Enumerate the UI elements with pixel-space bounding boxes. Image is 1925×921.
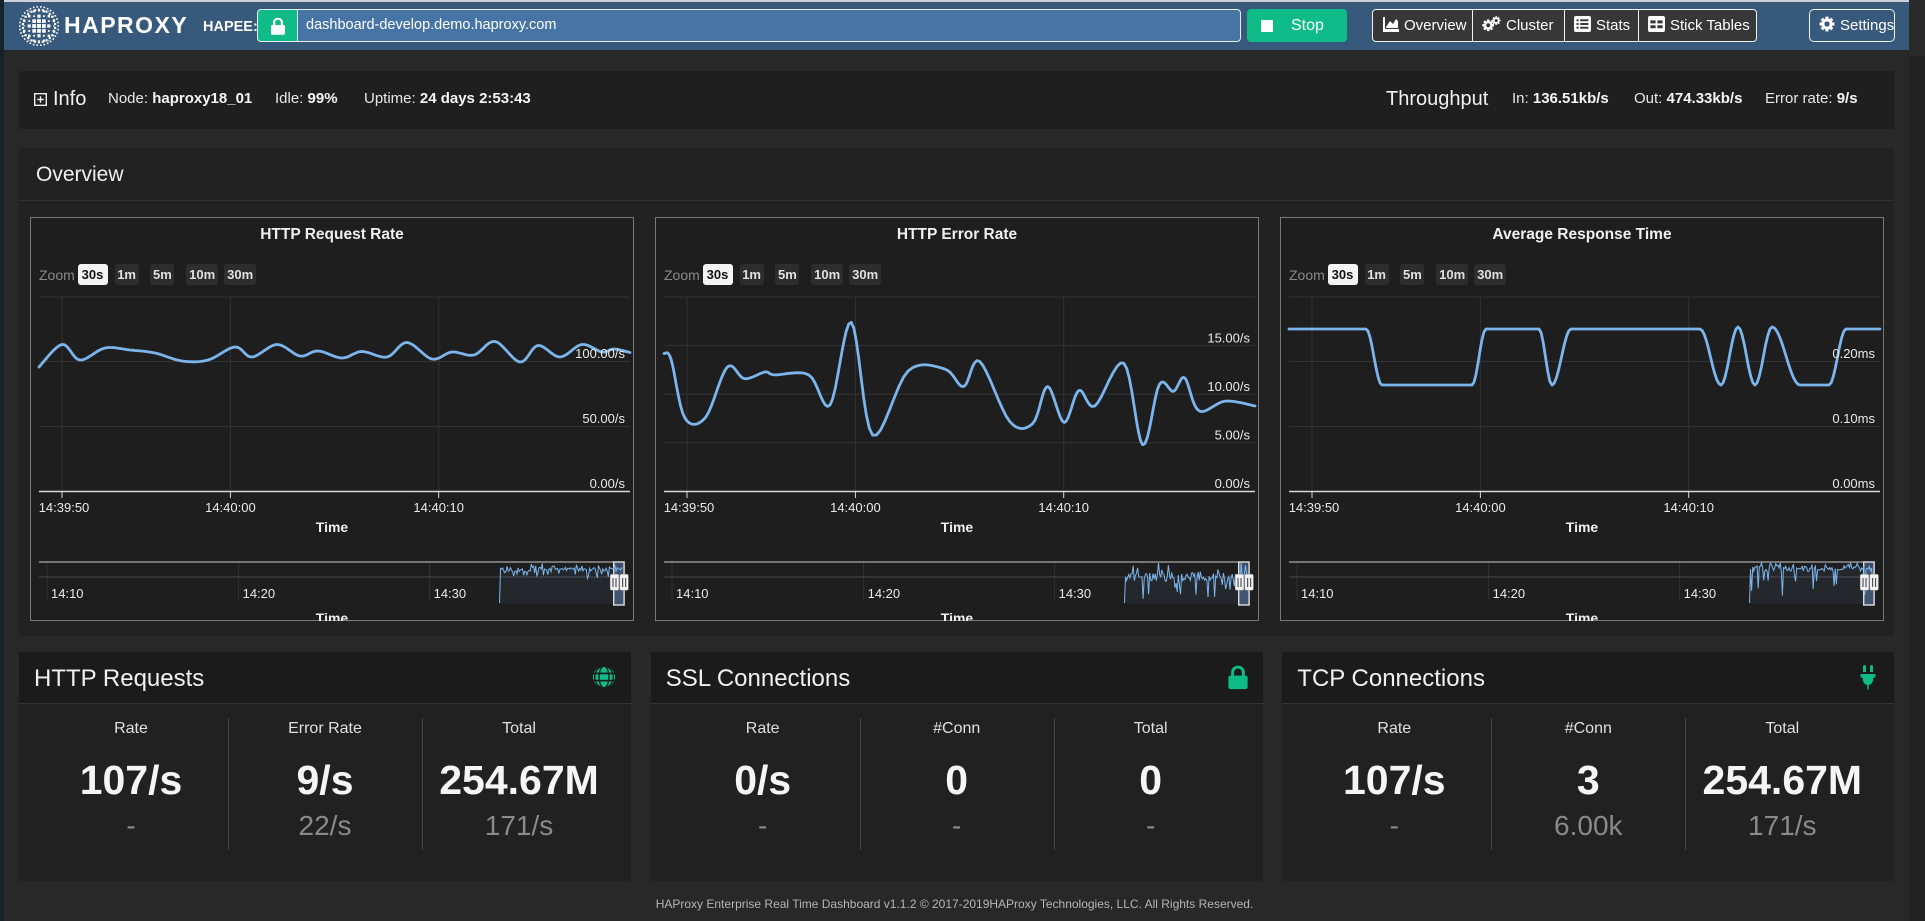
- svg-text:14:40:00: 14:40:00: [830, 500, 881, 515]
- svg-text:Time: Time: [1566, 610, 1599, 621]
- svg-text:5.00/s: 5.00/s: [1215, 428, 1251, 443]
- svg-text:14:40:10: 14:40:10: [1038, 500, 1089, 515]
- svg-text:14:40:10: 14:40:10: [1663, 500, 1714, 515]
- svg-text:14:10: 14:10: [51, 586, 84, 601]
- svg-text:0.00/s: 0.00/s: [590, 476, 626, 491]
- svg-text:50.00/s: 50.00/s: [582, 411, 625, 426]
- svg-text:14:10: 14:10: [676, 586, 709, 601]
- svg-text:0.20ms: 0.20ms: [1832, 346, 1875, 361]
- svg-text:0.00/s: 0.00/s: [1215, 476, 1251, 491]
- svg-text:Time: Time: [941, 519, 974, 535]
- svg-text:0.10ms: 0.10ms: [1832, 411, 1875, 426]
- svg-text:0.00ms: 0.00ms: [1832, 476, 1875, 491]
- svg-text:Time: Time: [316, 519, 349, 535]
- svg-text:15.00/s: 15.00/s: [1207, 331, 1250, 346]
- svg-text:14:40:00: 14:40:00: [205, 500, 256, 515]
- svg-text:14:40:10: 14:40:10: [413, 500, 464, 515]
- svg-text:14:30: 14:30: [1059, 586, 1092, 601]
- svg-text:14:20: 14:20: [1493, 586, 1526, 601]
- svg-text:14:20: 14:20: [243, 586, 276, 601]
- svg-text:14:30: 14:30: [434, 586, 467, 601]
- svg-text:Time: Time: [316, 610, 349, 621]
- svg-text:14:30: 14:30: [1684, 586, 1717, 601]
- svg-text:14:40:00: 14:40:00: [1455, 500, 1506, 515]
- svg-text:14:39:50: 14:39:50: [664, 500, 715, 515]
- svg-text:14:20: 14:20: [868, 586, 901, 601]
- svg-text:14:39:50: 14:39:50: [39, 500, 90, 515]
- svg-text:Time: Time: [941, 610, 974, 621]
- svg-text:10.00/s: 10.00/s: [1207, 379, 1250, 394]
- svg-text:100.00/s: 100.00/s: [575, 346, 625, 361]
- svg-text:14:39:50: 14:39:50: [1289, 500, 1340, 515]
- svg-text:14:10: 14:10: [1301, 586, 1334, 601]
- svg-text:Time: Time: [1566, 519, 1599, 535]
